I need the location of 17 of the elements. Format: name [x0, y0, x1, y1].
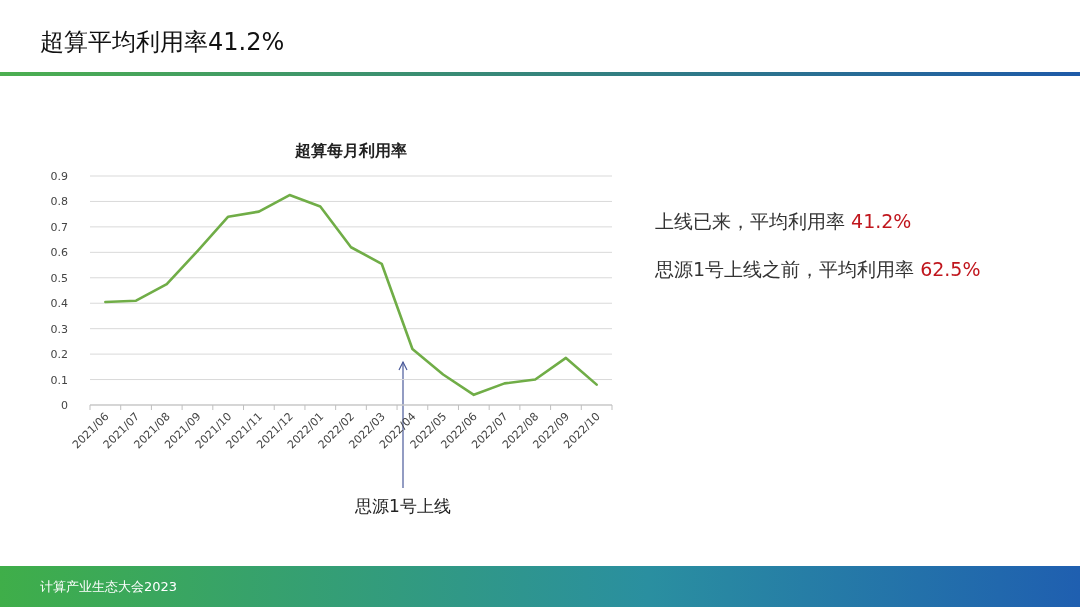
y-tick-label: 0.8 — [50, 195, 68, 209]
chart-title: 超算每月利用率 — [294, 141, 407, 160]
text: 上线已来，平均利用率 41.2% — [655, 210, 912, 232]
text: 计算产业生态大会2023 — [40, 579, 178, 594]
y-tick-label: 0.3 — [50, 322, 68, 336]
y-tick-label: 0.1 — [50, 373, 68, 387]
text: 超算平均利用率41.2% — [40, 28, 285, 56]
text: 思源1号上线 — [354, 496, 451, 516]
y-tick-label: 0.7 — [50, 220, 68, 234]
text: 思源1号上线之前，平均利用率 62.5% — [654, 258, 981, 280]
y-tick-label: 0.6 — [50, 246, 68, 260]
y-tick-label: 0.9 — [50, 170, 68, 183]
line-series — [104, 193, 598, 397]
y-tick-label: 0 — [61, 399, 68, 412]
y-tick-label: 0.2 — [50, 348, 68, 362]
y-tick-label: 0.5 — [50, 271, 68, 285]
y-tick-label: 0.4 — [50, 297, 68, 311]
